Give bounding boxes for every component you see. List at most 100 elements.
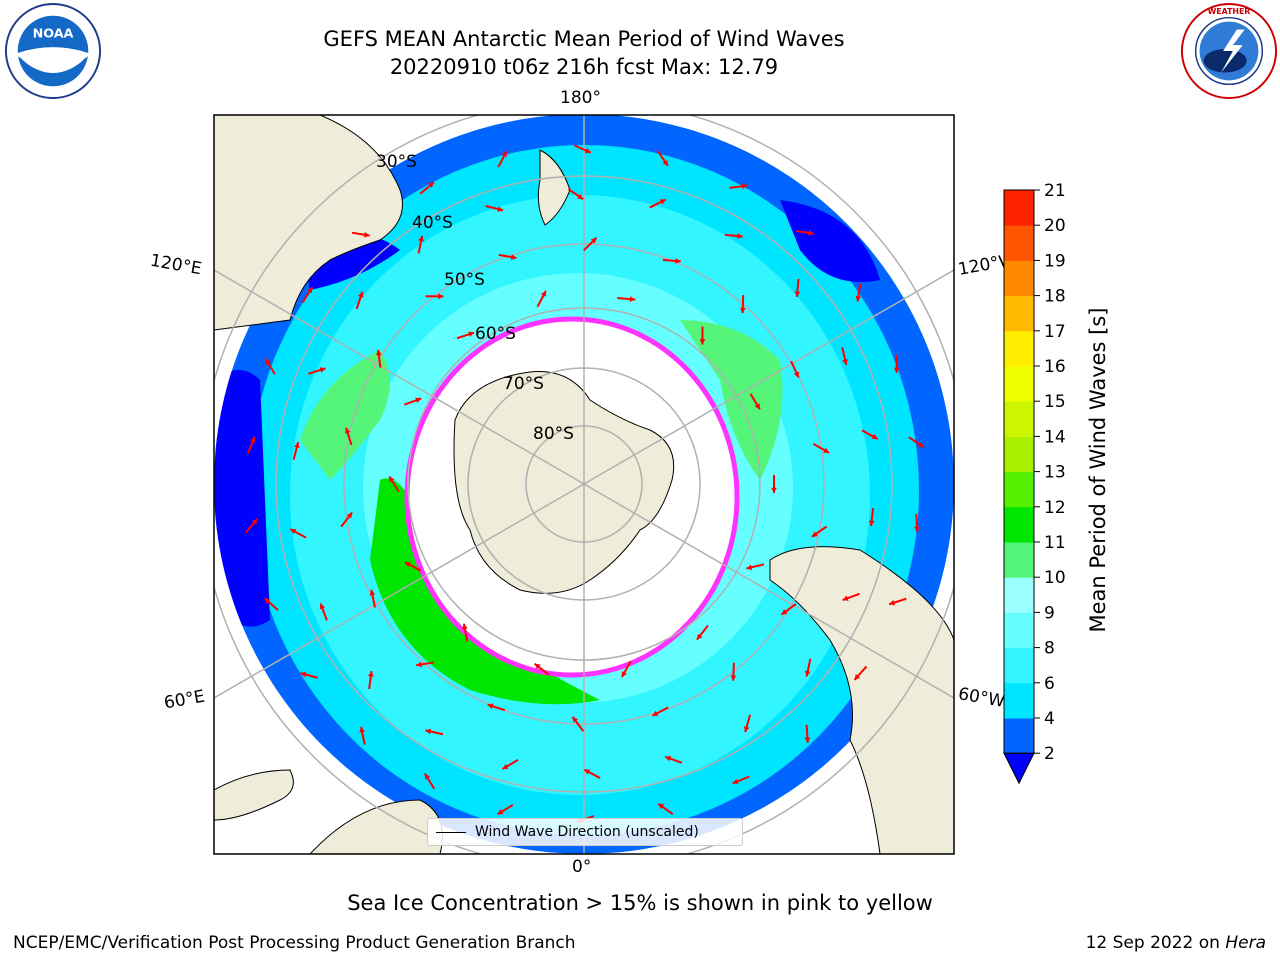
wind-wave-arrowhead [699, 339, 706, 345]
ocean-patch-darkblue-west [214, 370, 270, 627]
wind-wave-arrowhead [375, 349, 382, 356]
colorbar-tick-label: 10 [1044, 568, 1066, 588]
colorbar-segment [1004, 718, 1034, 754]
wind-wave-arrowhead [416, 661, 422, 668]
colorbar-segment [1004, 190, 1034, 226]
wind-wave-arrowhead [730, 675, 737, 681]
wind-wave-arrowhead [868, 520, 875, 527]
colorbar-tick-label: 6 [1044, 674, 1055, 694]
wind-wave-arrowhead [658, 803, 665, 810]
colorbar-segment [1004, 260, 1034, 297]
wind-wave-arrowhead [577, 193, 584, 200]
colorbar-tick-label: 18 [1044, 287, 1066, 307]
wind-wave-arrowhead [893, 367, 900, 373]
colorbar-segment [1004, 436, 1034, 473]
colorbar-tick-label: 2 [1044, 744, 1055, 764]
wind-wave-arrowhead [487, 703, 494, 709]
longitude-lines [214, 115, 954, 854]
chart-subtitle: 20220910 t06z 216h fcst Max: 12.79 [389, 55, 779, 79]
wind-wave-arrowhead [307, 287, 313, 294]
wind-wave-arrowhead [534, 663, 541, 670]
wind-wave-arrowhead [675, 258, 681, 264]
colorbar-segment [1004, 647, 1034, 684]
wind-wave-arrowhead [804, 737, 811, 743]
lat-label-60s: 60°S [475, 324, 516, 344]
wind-wave-arrowhead [346, 512, 353, 519]
antarctica-land [453, 371, 675, 594]
colorbar-tick-label: 9 [1044, 603, 1055, 623]
wind-wave-arrowhead [359, 726, 365, 733]
wind-wave-arrowhead [771, 487, 777, 493]
south-america-land [769, 546, 954, 854]
madagascar-land [214, 769, 294, 821]
colorbar-tick-label: 12 [1044, 498, 1066, 518]
wind-wave-arrowhead [367, 671, 374, 677]
wind-wave-arrowhead [808, 230, 815, 236]
wind-wave-arrowhead [854, 674, 861, 680]
map-legend: Wind Wave Direction (unscaled) [427, 818, 743, 846]
wind-wave-arrowhead [746, 564, 753, 571]
wind-wave-arrowhead [584, 769, 591, 775]
wind-wave-arrowhead [917, 441, 924, 448]
wind-wave-arrowhead [590, 237, 597, 244]
wind-wave-arrowhead [842, 359, 848, 365]
wind-wave-arrowhead [855, 295, 862, 302]
wind-wave-arrowhead [732, 778, 739, 785]
wind-wave-arrowhead [743, 726, 750, 733]
wind-wave-arrowhead [842, 595, 849, 601]
wind-wave-arrowhead [793, 371, 800, 378]
wind-wave-arrowhead [510, 254, 517, 260]
wind-wave-arrowhead [572, 716, 578, 723]
wind-wave-arrowhead [652, 710, 659, 716]
lat-label-50s: 50°S [444, 270, 485, 290]
wind-wave-arrowhead [389, 476, 395, 483]
map-frame [213, 114, 955, 855]
new-zealand-land [537, 149, 571, 226]
wind-wave-arrowhead [497, 809, 504, 815]
nws-logo: WEATHER [1180, 2, 1278, 100]
wind-wave-arrowhead [290, 529, 297, 535]
wind-wave-arrowhead [438, 293, 444, 300]
colorbar-tick-label: 19 [1044, 251, 1066, 271]
wind-wave-arrowhead [424, 773, 431, 780]
legend-label: Wind Wave Direction (unscaled) [475, 824, 699, 840]
lat-label-70s: 70°S [503, 374, 544, 394]
wind-wave-arrowhead [364, 231, 370, 238]
wind-wave-arrowhead [264, 598, 271, 604]
wind-wave-arrowhead [251, 518, 258, 525]
wind-wave-arrowhead [249, 436, 256, 443]
colorbar-segment [1004, 330, 1034, 367]
africa-land [309, 799, 443, 854]
lon-label-180: 180° [560, 88, 601, 108]
wind-wave-arrowhead [754, 403, 760, 410]
svg-text:NOAA: NOAA [33, 26, 74, 41]
wind-wave-arrowhead [319, 603, 326, 610]
wind-wave-arrowhead [369, 589, 376, 596]
wind-wave-arrowhead [741, 183, 748, 190]
wind-wave-arrowhead [739, 307, 746, 314]
sea-ice-note: Sea Ice Concentration > 15% is shown in … [347, 891, 933, 915]
wind-wave-arrowhead [696, 633, 703, 640]
colorbar-tick-label: 4 [1044, 709, 1055, 729]
colorbar-tick-label: 13 [1044, 463, 1066, 483]
ocean-patch-lightgreen-east [680, 320, 783, 480]
colorbar-tick-label: 16 [1044, 357, 1066, 377]
colorbar-segment [1004, 542, 1034, 578]
wind-wave-arrowhead [418, 235, 424, 242]
colorbar-tick-label: 15 [1044, 392, 1066, 412]
wind-wave-arrowhead [319, 367, 326, 373]
colorbar-segment [1004, 612, 1034, 649]
wind-wave-arrowhead [811, 531, 818, 537]
wind-wave-arrowhead [265, 358, 271, 365]
wind-wave-arrowhead [584, 147, 591, 154]
wind-wave-arrowhead [358, 291, 364, 298]
wind-wave-arrowhead [540, 290, 546, 297]
wind-wave-arrowhead [794, 291, 801, 297]
lat-label-80s: 80°S [533, 424, 574, 444]
wind-wave-arrowhead [502, 763, 509, 770]
wind-wave-arrowhead [665, 755, 672, 762]
noaa-logo: NOAA [4, 2, 102, 100]
colorbar-segment [1004, 506, 1034, 543]
wind-wave-arrowhead [823, 447, 830, 453]
